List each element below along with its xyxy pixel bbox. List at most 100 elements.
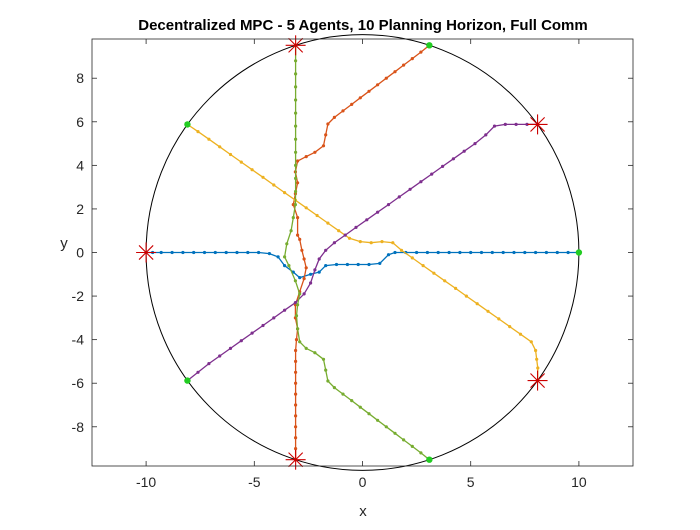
trajectory-point [324, 264, 328, 268]
trajectory-point [332, 386, 336, 390]
trajectory-point [294, 392, 298, 396]
trajectory-point [317, 270, 321, 274]
trajectory-point [326, 379, 330, 383]
trajectory-point [358, 405, 362, 409]
trajectory-point [294, 370, 298, 374]
trajectory-point [324, 248, 328, 252]
y-tick-label: 4 [76, 157, 84, 173]
trajectory-point [294, 176, 298, 180]
trajectory-point [239, 339, 243, 343]
trajectory-point [345, 262, 349, 267]
trajectory-point [294, 150, 298, 154]
trajectory-point [293, 303, 297, 307]
trajectory-point [402, 63, 406, 67]
trajectory-point [447, 250, 451, 255]
trajectory-point [430, 172, 434, 176]
trajectory-point [294, 98, 298, 102]
x-tick-label: 0 [359, 474, 367, 490]
trajectory-point [473, 142, 477, 146]
trajectory-3 [185, 122, 540, 383]
axis-ticks: -10 -5 0 5 10 -8 -6 -4 -2 0 2 4 6 8 [72, 39, 633, 490]
trajectory-point [313, 268, 317, 272]
trajectory-point [207, 362, 211, 366]
trajectory-point [296, 303, 300, 307]
y-axis-label: y [60, 235, 68, 252]
trajectory-point [294, 137, 298, 141]
trajectory-point [202, 250, 207, 255]
trajectory-point [512, 250, 516, 255]
trajectory-point [529, 340, 533, 344]
trajectory-point [298, 292, 302, 296]
trajectory-point [294, 381, 298, 385]
trajectory-point [376, 210, 380, 214]
y-tick-label: 8 [76, 70, 84, 86]
trajectory-point [228, 152, 233, 157]
trajectory-point [501, 250, 505, 255]
trajectory-point [261, 175, 265, 179]
trajectory-point [347, 236, 352, 240]
trajectory-point [285, 242, 289, 246]
trajectory-point [302, 277, 306, 281]
trajectory-point [534, 348, 538, 353]
trajectory-point [283, 255, 287, 259]
x-tick-label: 10 [571, 474, 587, 490]
trajectory-point [410, 256, 414, 260]
trajectory-point [304, 346, 308, 350]
y-tick-label: -8 [72, 419, 85, 435]
trajectory-point [469, 250, 473, 255]
trajectory-point [213, 250, 217, 255]
trajectory-4 [185, 122, 540, 383]
trajectory-point [267, 252, 271, 256]
trajectory-point [415, 250, 419, 255]
trajectory-point [272, 316, 276, 320]
trajectory-point [334, 262, 339, 267]
y-tick-label: 0 [76, 245, 84, 261]
trajectory-point [536, 366, 540, 370]
trajectory-point [294, 403, 298, 407]
start-marker [184, 121, 191, 128]
trajectory-point [384, 425, 388, 429]
trajectory-point [535, 357, 539, 361]
trajectory-point [441, 164, 445, 168]
trajectory-point [294, 314, 299, 318]
trajectory-point [296, 233, 300, 237]
trajectory-point [294, 163, 298, 167]
trajectory-point [432, 271, 436, 275]
trajectory-point [235, 250, 239, 255]
trajectory-point [365, 218, 369, 222]
trajectory-point [454, 286, 458, 290]
trajectory-point [246, 250, 250, 255]
goal-marker [136, 242, 157, 263]
trajectory-point [508, 325, 512, 329]
trajectory-point [257, 250, 261, 255]
trajectory-point [296, 181, 300, 185]
trajectory-point [294, 189, 298, 194]
trajectory-point [181, 250, 185, 255]
trajectory-point [291, 216, 295, 220]
trajectory-point [421, 264, 425, 268]
trajectory-point [518, 332, 523, 336]
trajectory-point [283, 264, 287, 268]
x-tick-label: 5 [467, 474, 475, 490]
trajectory-point [261, 323, 265, 328]
goal-marker [527, 114, 548, 135]
y-tick-label: -2 [72, 288, 85, 304]
start-marker [184, 377, 191, 384]
trajectory-point [309, 272, 313, 276]
trajectory-point [376, 418, 380, 422]
trajectory-point [294, 111, 298, 115]
trajectory-point [358, 240, 362, 244]
trajectory-point [350, 399, 354, 403]
goal-marker [527, 370, 548, 391]
trajectory-point [293, 279, 297, 283]
trajectory-point [386, 253, 391, 257]
trajectory-point [393, 70, 397, 74]
trajectory-point [283, 191, 287, 195]
trajectory-point [384, 76, 388, 80]
trajectory-point [419, 451, 423, 455]
x-tick-label: -5 [248, 474, 261, 490]
y-tick-label: 6 [76, 114, 84, 130]
trajectory-point [378, 261, 382, 265]
